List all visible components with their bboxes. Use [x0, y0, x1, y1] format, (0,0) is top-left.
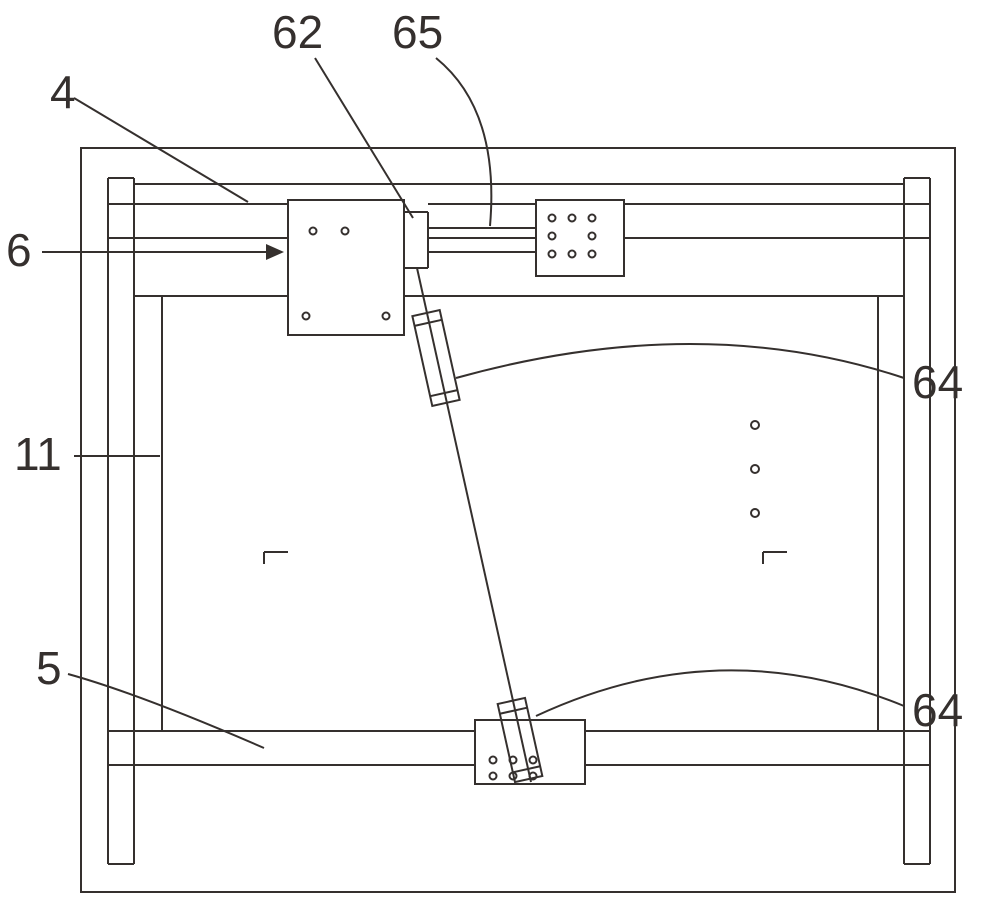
label-11: 11: [14, 428, 62, 480]
label-62: 62: [272, 6, 323, 58]
label-4: 4: [50, 66, 76, 118]
label-64b: 64: [912, 684, 963, 736]
label-6: 6: [6, 224, 32, 276]
label-64a: 64: [912, 356, 963, 408]
label-65: 65: [392, 6, 443, 58]
label-5: 5: [36, 642, 62, 694]
